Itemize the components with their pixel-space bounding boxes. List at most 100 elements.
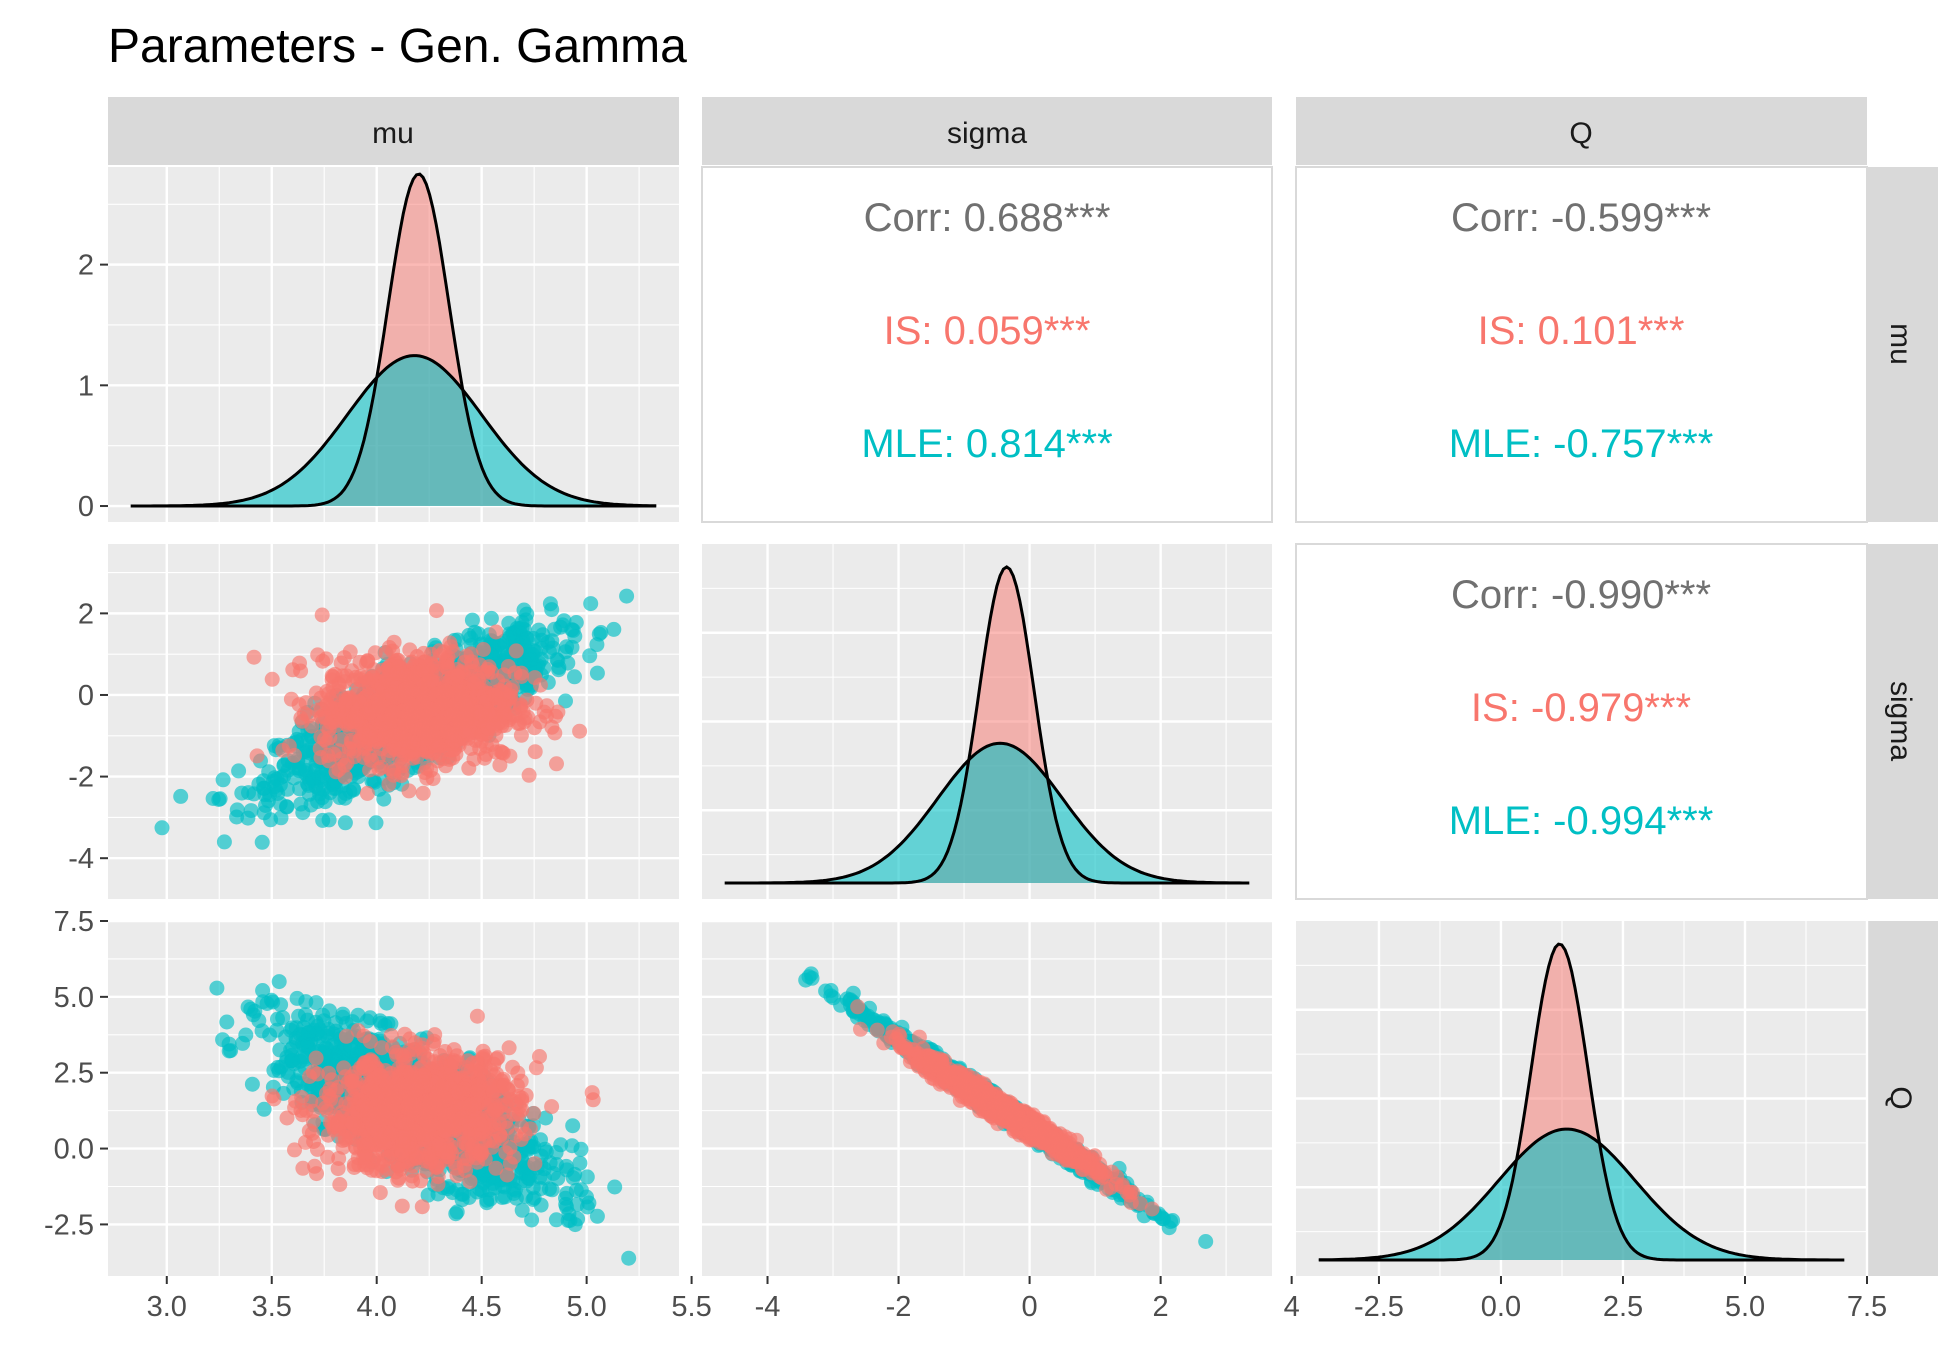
- scatter-point: [304, 718, 320, 734]
- scatter-point: [292, 1026, 308, 1042]
- scatter-point: [330, 1161, 346, 1177]
- scatter-point: [215, 772, 231, 788]
- strip-col-mu: mu: [372, 117, 414, 150]
- scatter-mu-sigma-is-points: [246, 603, 588, 801]
- scatter-point: [308, 1050, 324, 1066]
- scatter-point: [379, 995, 395, 1011]
- scatter-point: [533, 1197, 549, 1213]
- scatter-point: [493, 744, 509, 759]
- scatter-point: [429, 603, 444, 619]
- scatter-point: [443, 1058, 459, 1074]
- scatter-point: [499, 1088, 515, 1104]
- scatter-point: [565, 1118, 581, 1134]
- scatter-point: [381, 776, 397, 792]
- scatter-point: [229, 802, 245, 818]
- scatter-point: [409, 649, 425, 664]
- scatter-point: [480, 720, 496, 736]
- panels-layer: 3.0 3.5 4.0 4.5 5.0 5.5 -4 -2 0 2 4 -2.5 0.0 2.5 5.0 7.…: [44, 167, 1887, 1323]
- scatter-point: [337, 769, 353, 785]
- scatter-point: [429, 1159, 445, 1175]
- scatter-point: [371, 761, 387, 777]
- scatter-point: [558, 693, 573, 709]
- scatter-point: [243, 803, 259, 819]
- scatter-point: [536, 1170, 552, 1186]
- scatter-point: [525, 647, 540, 662]
- scatter-point: [346, 781, 362, 797]
- scatter-point: [549, 756, 564, 772]
- scatter-point: [259, 996, 275, 1011]
- scatter-point: [424, 702, 439, 718]
- density-sigma-mle-line: [724, 741, 1250, 885]
- scatter-point: [328, 1039, 344, 1055]
- scatter-point: [443, 639, 459, 655]
- scatter-point: [508, 643, 524, 659]
- scatter-point: [517, 710, 533, 726]
- strip-row-sigma-bg: [1867, 544, 1938, 899]
- scatter-point: [559, 1185, 575, 1201]
- scatter-point: [350, 1007, 366, 1023]
- scatter-point: [607, 1179, 623, 1195]
- density-Q-is-line: [1318, 942, 1845, 1262]
- scatter-mu-Q: [209, 974, 637, 1266]
- scatter-point: [266, 1091, 282, 1107]
- scatter-point: [373, 1015, 389, 1031]
- scatter-point: [462, 1174, 478, 1190]
- scatter-point: [527, 720, 542, 736]
- scatter-point: [337, 696, 353, 712]
- scatter-point: [464, 612, 480, 628]
- scatter-point: [418, 1126, 434, 1142]
- scatter-point: [301, 1123, 317, 1139]
- scatter-point: [254, 834, 270, 850]
- scatter-point: [173, 788, 189, 804]
- scatter-point: [219, 1014, 235, 1030]
- scatter-point: [448, 1206, 464, 1222]
- scatter-point: [559, 639, 575, 655]
- scatter-point: [461, 760, 477, 776]
- scatter-point: [383, 687, 399, 703]
- strip-row-q-bg: [1867, 921, 1938, 1276]
- scatter-point: [298, 1102, 314, 1118]
- scatter-point: [454, 689, 470, 705]
- scatter-point: [513, 727, 529, 743]
- scatter-point: [319, 683, 335, 699]
- scatter-point: [328, 718, 344, 734]
- scatter-point: [221, 1043, 237, 1059]
- scatter-point: [454, 1192, 470, 1208]
- scatter-point: [521, 767, 537, 783]
- strip-col-q-bg: [1296, 97, 1867, 165]
- scatter-point: [447, 733, 463, 749]
- scatter-point: [583, 596, 599, 612]
- scatter-point: [345, 1116, 361, 1132]
- scatter-point: [296, 758, 312, 774]
- scatter-point: [499, 1167, 515, 1183]
- scatter-point: [371, 698, 387, 714]
- scatter-point: [372, 1185, 388, 1201]
- scatter-point: [256, 1101, 272, 1117]
- strip-row-q: Q: [1884, 1086, 1917, 1109]
- scatter-point: [424, 673, 440, 689]
- scatter-point: [589, 637, 605, 653]
- scatter-point: [553, 1137, 569, 1153]
- scatter-point: [538, 1110, 554, 1126]
- scatter-point: [415, 662, 431, 678]
- scatter-point: [275, 742, 291, 758]
- scatter-point: [492, 757, 508, 773]
- scatter-point: [536, 704, 552, 720]
- scatter-point: [496, 667, 512, 683]
- scatter-point: [572, 1155, 588, 1171]
- scatter-point: [481, 659, 497, 675]
- scatter-point: [403, 708, 419, 724]
- scatter-point: [332, 790, 348, 806]
- scatter-point: [567, 669, 582, 685]
- scatter-point: [382, 710, 398, 726]
- scatter-point: [368, 815, 384, 831]
- scatter-point: [486, 1133, 502, 1149]
- scatter-point: [322, 1081, 338, 1097]
- chart-title: Parameters - Gen. Gamma: [108, 20, 687, 73]
- scatter-point: [293, 663, 309, 679]
- scatter-point: [392, 751, 408, 767]
- scatter-point: [386, 740, 402, 756]
- strip-col-sigma-bg: [702, 97, 1272, 165]
- scatter-point: [514, 1093, 530, 1109]
